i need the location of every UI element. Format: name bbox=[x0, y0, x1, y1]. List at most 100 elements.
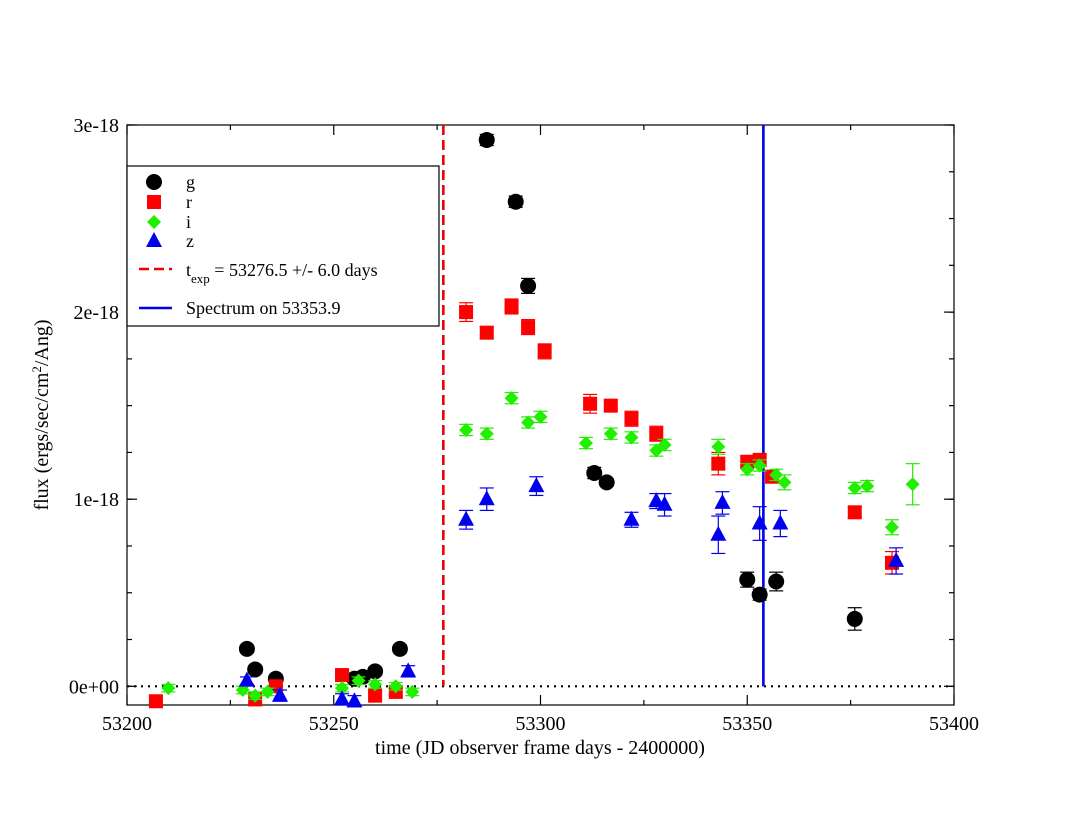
r-point-3 bbox=[335, 668, 350, 683]
legend-marker-z bbox=[146, 232, 162, 247]
z-point-13 bbox=[751, 514, 768, 530]
z-point-12 bbox=[714, 493, 731, 509]
x-tick-label: 53400 bbox=[929, 713, 979, 735]
i-point-9 bbox=[459, 422, 474, 437]
i-point-23 bbox=[777, 475, 792, 490]
i-point-10 bbox=[479, 426, 494, 441]
i-point-3 bbox=[260, 684, 275, 699]
i-point-11 bbox=[504, 391, 519, 406]
g-point-11 bbox=[598, 474, 615, 491]
y-axis-label: flux (ergs/sec/cm2/Ang) bbox=[29, 319, 54, 510]
i-point-19 bbox=[711, 439, 726, 454]
i-point-21 bbox=[752, 458, 767, 473]
z-point-7 bbox=[528, 477, 545, 493]
g-point-15 bbox=[846, 610, 863, 627]
g-point-10 bbox=[586, 465, 603, 481]
g-point-0 bbox=[238, 640, 255, 657]
z-point-15 bbox=[888, 551, 905, 567]
legend-label-z: z bbox=[186, 231, 194, 251]
i-point-13 bbox=[533, 409, 548, 424]
legend-label-texp: texp = 53276.5 +/- 6.0 days bbox=[186, 260, 378, 286]
r-point-19 bbox=[847, 505, 862, 520]
x-axis-label: time (JD observer frame days - 2400000) bbox=[375, 737, 705, 759]
x-tick-label: 53250 bbox=[309, 713, 359, 735]
g-point-12 bbox=[739, 571, 756, 588]
z-point-9 bbox=[648, 492, 665, 508]
r-point-14 bbox=[649, 426, 664, 441]
i-point-20 bbox=[740, 462, 755, 477]
legend-label-i: i bbox=[186, 212, 191, 232]
legend-marker-g bbox=[146, 174, 162, 190]
series-z bbox=[238, 476, 905, 708]
g-point-8 bbox=[507, 193, 524, 210]
r-point-9 bbox=[521, 320, 536, 335]
z-point-10 bbox=[656, 495, 673, 511]
g-point-14 bbox=[768, 573, 785, 590]
r-point-12 bbox=[603, 398, 618, 413]
i-point-6 bbox=[368, 677, 383, 692]
data-series bbox=[148, 131, 920, 709]
legend-label-r: r bbox=[186, 192, 192, 212]
z-point-1 bbox=[271, 686, 288, 702]
z-point-11 bbox=[710, 525, 727, 541]
r-point-7 bbox=[479, 325, 494, 340]
g-point-13 bbox=[751, 586, 768, 603]
r-point-13 bbox=[624, 411, 639, 426]
legend-label-spectrum: Spectrum on 53353.9 bbox=[186, 298, 341, 318]
z-point-6 bbox=[478, 490, 495, 506]
z-point-2 bbox=[334, 690, 351, 706]
i-point-12 bbox=[521, 415, 536, 430]
legend-label-g: g bbox=[186, 172, 195, 192]
i-point-14 bbox=[578, 436, 593, 451]
z-point-3 bbox=[346, 692, 363, 708]
legend: g r i z texp = 53276.5 +/- 6.0 days Spec… bbox=[126, 165, 440, 327]
r-point-15 bbox=[711, 456, 726, 471]
i-point-22 bbox=[769, 467, 784, 482]
i-point-0 bbox=[161, 681, 176, 696]
z-point-0 bbox=[238, 671, 255, 687]
r-point-10 bbox=[537, 344, 552, 359]
axis-ticks: 53200 53250 53300 53350 53400 0e+00 1e-18 2e-18… bbox=[69, 115, 979, 735]
legend-marker-r bbox=[147, 195, 161, 209]
r-point-0 bbox=[148, 694, 163, 709]
vertical-markers bbox=[442, 125, 765, 687]
series-i bbox=[161, 391, 920, 703]
g-point-7 bbox=[478, 131, 495, 148]
r-point-6 bbox=[459, 305, 474, 320]
x-tick-label: 53300 bbox=[516, 713, 566, 735]
i-point-25 bbox=[860, 479, 875, 494]
z-point-5 bbox=[458, 510, 475, 526]
i-point-8 bbox=[405, 684, 420, 699]
g-point-1 bbox=[247, 661, 264, 678]
series-r bbox=[148, 298, 899, 709]
r-point-4 bbox=[368, 688, 383, 703]
legend-markers bbox=[139, 174, 172, 310]
r-point-8 bbox=[504, 299, 519, 314]
i-point-26 bbox=[884, 520, 899, 535]
r-point-11 bbox=[583, 396, 598, 411]
legend-marker-i bbox=[147, 215, 161, 229]
i-point-2 bbox=[248, 688, 263, 703]
i-point-15 bbox=[603, 426, 618, 441]
g-point-5 bbox=[367, 663, 384, 680]
y-tick-label: 3e-18 bbox=[73, 115, 119, 137]
r-point-16 bbox=[740, 454, 755, 469]
y-tick-label: 2e-18 bbox=[73, 302, 119, 324]
g-point-6 bbox=[391, 640, 408, 657]
i-point-7 bbox=[388, 679, 403, 694]
i-point-16 bbox=[624, 430, 639, 445]
y-tick-label: 0e+00 bbox=[69, 676, 119, 698]
x-tick-label: 53350 bbox=[722, 713, 772, 735]
z-point-4 bbox=[400, 662, 417, 678]
i-point-27 bbox=[905, 477, 920, 492]
z-point-8 bbox=[623, 510, 640, 526]
i-point-18 bbox=[657, 437, 672, 452]
i-point-5 bbox=[351, 673, 366, 688]
g-point-9 bbox=[520, 277, 537, 294]
y-tick-label: 1e-18 bbox=[73, 489, 119, 511]
i-point-24 bbox=[847, 480, 862, 495]
z-point-14 bbox=[772, 514, 789, 530]
i-point-4 bbox=[335, 681, 350, 696]
legend-box bbox=[126, 165, 440, 327]
